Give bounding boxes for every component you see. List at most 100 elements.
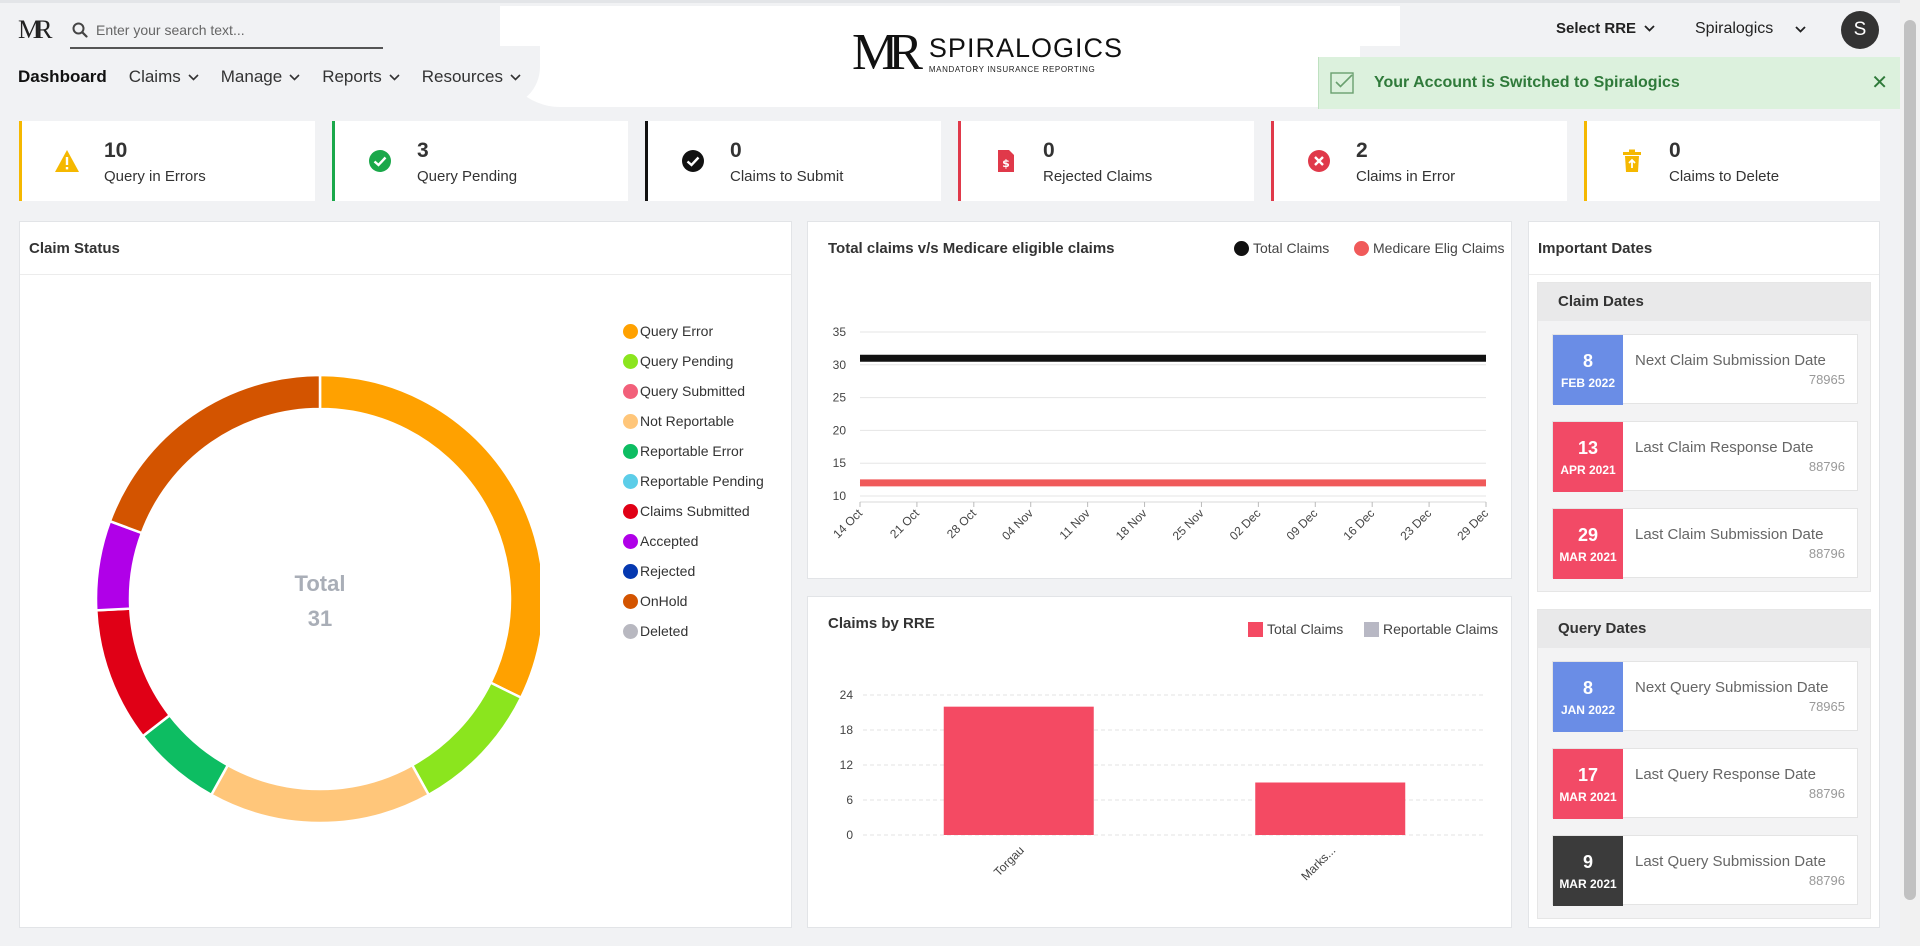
legend-swatch	[623, 323, 638, 339]
search-box	[70, 13, 383, 49]
stat-card[interactable]: 10 Query in Errors	[19, 121, 315, 201]
invoice-icon: $	[981, 149, 1031, 173]
legend-reportable-claims[interactable]: Reportable Claims	[1358, 621, 1498, 637]
x-tick-label: 02 Dec	[1227, 506, 1264, 543]
scrollbar-thumb[interactable]	[1904, 20, 1916, 900]
nav-reports-label: Reports	[322, 67, 382, 86]
small-logo[interactable]: MR	[18, 15, 52, 44]
donut-slice[interactable]	[209, 763, 431, 825]
stat-card[interactable]: 0 Claims to Submit	[645, 121, 941, 201]
legend-item[interactable]: Reportable Error	[623, 443, 744, 459]
bar[interactable]	[943, 706, 1094, 835]
nav-claims[interactable]: Claims	[129, 67, 199, 87]
avatar[interactable]: S	[1841, 11, 1879, 49]
page-scrollbar[interactable]	[1900, 0, 1920, 946]
legend-item[interactable]: Claims Submitted	[623, 503, 750, 519]
donut-slice[interactable]	[108, 373, 322, 535]
medicare-line-panel: Total claims v/s Medicare eligible claim…	[807, 221, 1512, 579]
stat-card[interactable]: 3 Query Pending	[332, 121, 628, 201]
legend-total-claims[interactable]: Total Claims	[1248, 621, 1343, 637]
donut-total-value: 31	[308, 606, 332, 631]
date-day: 9	[1582, 852, 1593, 872]
stat-count: 0	[730, 138, 742, 162]
bar[interactable]	[1255, 782, 1406, 836]
date-card[interactable]: 9 MAR 2021 Last Query Submission Date 88796	[1552, 835, 1858, 906]
brand-logo[interactable]: MR SPIRALOGICS MANDATORY INSURANCE REPOR…	[852, 27, 1123, 79]
date-card[interactable]: 8 FEB 2022 Next Claim Submission Date 78965	[1552, 334, 1858, 405]
legend-swatch	[623, 623, 638, 639]
legend-swatch	[623, 383, 638, 399]
rre-select[interactable]: Select RRE	[1556, 20, 1655, 37]
x-tick-label: 14 Oct	[830, 506, 865, 541]
legend-item[interactable]: Query Pending	[623, 353, 733, 369]
legend-swatch	[623, 443, 638, 459]
legend-label: Medicare Elig Claims	[1373, 240, 1505, 256]
svg-text:$: $	[1002, 157, 1010, 170]
bar-chart-title: Claims by RRE	[828, 615, 935, 632]
stat-card[interactable]: 2 Claims in Error	[1271, 121, 1567, 201]
x-tick-label: 23 Dec	[1397, 506, 1434, 543]
stat-count: 0	[1669, 138, 1681, 162]
legend-item[interactable]: OnHold	[623, 593, 687, 609]
legend-label: Query Submitted	[640, 383, 746, 399]
nav-resources[interactable]: Resources	[422, 67, 521, 87]
date-badge: 17 MAR 2021	[1553, 749, 1623, 819]
close-icon[interactable]: ✕	[1871, 72, 1888, 94]
x-tick-label: 09 Dec	[1284, 506, 1321, 543]
date-day: 17	[1577, 765, 1599, 785]
legend-item[interactable]: Deleted	[623, 623, 688, 639]
claims-by-rre-chart: 0 6 12 18 24 Torgau Marks...	[840, 688, 1486, 883]
date-month: JAN 2022	[1560, 703, 1616, 717]
account-select[interactable]: Spiralogics	[1695, 20, 1806, 38]
donut-slice[interactable]	[410, 681, 523, 797]
legend-label: Accepted	[640, 533, 699, 549]
date-day: 8	[1582, 351, 1593, 371]
date-card[interactable]: 29 MAR 2021 Last Claim Submission Date 8879…	[1552, 508, 1858, 579]
legend-item[interactable]: Query Error	[623, 323, 713, 339]
line-chart-title: Total claims v/s Medicare eligible claim…	[828, 240, 1115, 257]
brand-tagline: MANDATORY INSURANCE REPORTING	[928, 64, 1096, 74]
nav-manage[interactable]: Manage	[221, 67, 300, 87]
important-dates-title: Important Dates	[1538, 240, 1653, 257]
legend-item[interactable]: Not Reportable	[623, 413, 734, 429]
legend-swatch	[623, 353, 638, 369]
claim-status-title: Claim Status	[29, 240, 120, 257]
legend-total-claims[interactable]: Total Claims	[1234, 240, 1329, 256]
legend-medicare-elig[interactable]: Medicare Elig Claims	[1344, 240, 1504, 256]
date-number: 88796	[1808, 458, 1845, 474]
legend-label: Query Pending	[640, 353, 734, 369]
stat-card[interactable]: 0 Claims to Delete	[1584, 121, 1880, 201]
legend-item[interactable]: Rejected	[623, 563, 695, 579]
legend-swatch	[623, 593, 638, 609]
warning-icon	[42, 149, 92, 173]
y-tick-label: 0	[846, 828, 853, 842]
donut-slice[interactable]	[94, 519, 144, 612]
legend-swatch	[1354, 240, 1369, 256]
x-tick-label: 04 Nov	[999, 506, 1036, 543]
donut-slice[interactable]	[94, 607, 172, 738]
search-input[interactable]	[96, 22, 366, 38]
stat-card[interactable]: $0 Rejected Claims	[958, 121, 1254, 201]
rre-select-label: Select RRE	[1556, 20, 1637, 37]
date-card[interactable]: 13 APR 2021 Last Claim Response Date 88796	[1552, 421, 1858, 492]
legend-item[interactable]: Query Submitted	[623, 383, 745, 399]
legend-item[interactable]: Accepted	[623, 533, 698, 549]
divider	[1529, 274, 1879, 275]
date-card[interactable]: 17 MAR 2021 Last Query Response Date 88796	[1552, 748, 1858, 819]
legend-swatch	[623, 413, 638, 429]
donut-slice[interactable]	[318, 373, 540, 700]
legend-label: Query Error	[640, 323, 714, 339]
x-tick-label: 11 Nov	[1057, 506, 1093, 542]
nav-dashboard[interactable]: Dashboard	[18, 67, 107, 87]
stat-count: 0	[1043, 138, 1055, 162]
account-select-label: Spiralogics	[1695, 20, 1774, 37]
date-number: 78965	[1808, 698, 1845, 714]
stat-count: 2	[1356, 138, 1368, 162]
legend-item[interactable]: Reportable Pending	[623, 473, 764, 489]
date-number: 78965	[1808, 371, 1845, 387]
claim-status-panel: Claim Status Total 31 Query Error Query Pe…	[19, 221, 792, 928]
nav-reports[interactable]: Reports	[322, 67, 400, 87]
date-card[interactable]: 8 JAN 2022 Next Query Submission Date 78965	[1552, 661, 1858, 732]
legend-label: Claims Submitted	[640, 503, 750, 519]
legend-swatch	[1234, 240, 1249, 256]
